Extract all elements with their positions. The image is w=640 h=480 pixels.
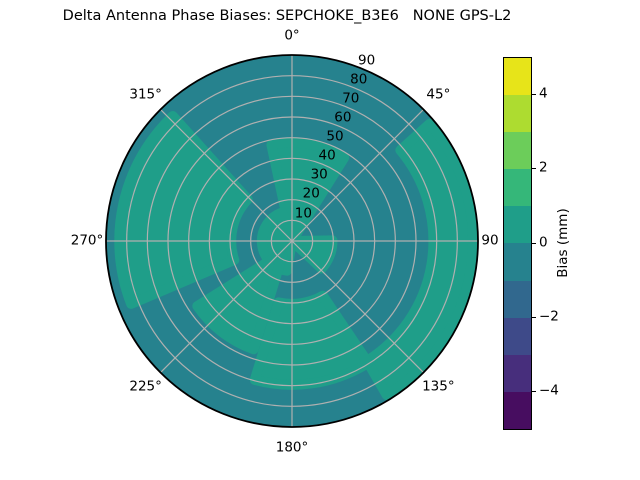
grid-spoke-135 [291, 240, 424, 373]
bias-region-east-outer-band [361, 118, 478, 401]
bias-region-west-blob [114, 111, 253, 309]
grid-spoke-225 [160, 240, 293, 373]
colorbar-tick-label-0: 0 [539, 233, 548, 250]
r-tick-label-50: 50 [326, 128, 344, 145]
grid-spoke-315 [160, 109, 293, 242]
theta-tick-label-90: 90 [481, 232, 499, 249]
colorbar-tick--4 [532, 390, 536, 392]
theta-tick-label-225: 225° [129, 378, 162, 395]
colorbar-tick-label-2: 2 [539, 159, 548, 176]
r-tick-label-10: 10 [294, 204, 312, 221]
chart-title: Delta Antenna Phase Biases: SEPCHOKE_B3E… [62, 8, 512, 24]
colorbar-segment-0-to-1 [504, 206, 531, 244]
colorbar-segment--3-to--2 [504, 317, 531, 355]
colorbar-tick--2 [532, 316, 536, 318]
r-tick-label-90: 90 [358, 52, 376, 69]
colorbar-segment--2-to--1 [504, 280, 531, 318]
colorbar-tick-0 [532, 242, 536, 244]
theta-tick-label-0: 0° [284, 27, 300, 44]
colorbar-segment--1-to-0 [504, 243, 531, 281]
bias-region-south-blob [249, 290, 374, 390]
colorbar-segment-4-to-5 [504, 58, 531, 96]
colorbar-tick-2 [532, 168, 536, 170]
r-tick-label-20: 20 [302, 185, 320, 202]
theta-tick-label-135: 135° [422, 378, 455, 395]
colorbar [503, 57, 532, 430]
polar-grid [106, 55, 478, 427]
colorbar-segment--5-to--4 [504, 391, 531, 429]
colorbar-tick-4 [532, 94, 536, 96]
r-tick-label-30: 30 [310, 166, 328, 183]
r-tick-label-70: 70 [342, 90, 360, 107]
r-tick-label-40: 40 [318, 147, 336, 164]
colorbar-segment-2-to-3 [504, 132, 531, 170]
colorbar-segment-3-to-4 [504, 95, 531, 133]
colorbar-segment--4-to--3 [504, 354, 531, 392]
theta-tick-label-45: 45° [426, 85, 451, 102]
colorbar-tick-label-4: 4 [539, 85, 548, 102]
r-tick-label-60: 60 [334, 109, 352, 126]
bias-region-east-inner-patch [287, 235, 338, 274]
bias-region-southwest-tongue [192, 249, 288, 355]
colorbar-segment-1-to-2 [504, 169, 531, 207]
r-tick-label-80: 80 [350, 71, 368, 88]
theta-tick-label-180: 180° [275, 439, 309, 456]
theta-tick-label-315: 315° [129, 85, 162, 102]
polar-boundary [105, 54, 479, 428]
grid-spoke-45 [291, 109, 424, 242]
colorbar-tick-label--2: −2 [539, 307, 559, 324]
bias-region-north-lobe [266, 137, 350, 246]
colorbar-axis-label-text: Bias (mm) [555, 208, 571, 278]
theta-tick-label-270: 270° [70, 232, 104, 249]
colorbar-tick-label--4: −4 [539, 382, 559, 399]
